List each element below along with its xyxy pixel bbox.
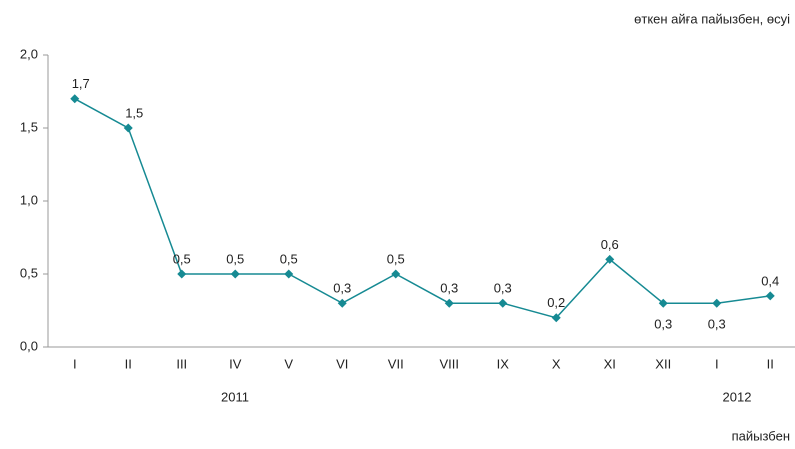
x-tick-label: X <box>552 356 561 371</box>
marker <box>765 291 775 301</box>
marker <box>177 269 187 279</box>
data-label: 0,3 <box>333 281 351 296</box>
marker <box>337 298 347 308</box>
year-label: 2011 <box>221 389 249 404</box>
marker <box>70 94 80 104</box>
x-tick-label: I <box>715 356 719 371</box>
data-label: 0,4 <box>761 273 779 288</box>
marker <box>284 269 294 279</box>
unit-note: пайызбен <box>732 428 790 443</box>
y-tick-label: 0,0 <box>20 338 38 353</box>
data-label: 0,2 <box>547 295 565 310</box>
x-tick-label: II <box>767 356 774 371</box>
data-label: 0,5 <box>226 251 244 266</box>
marker <box>391 269 401 279</box>
x-tick-label: IX <box>497 356 510 371</box>
data-label: 0,5 <box>280 251 298 266</box>
data-label: 0,3 <box>494 281 512 296</box>
x-tick-label: III <box>176 356 187 371</box>
marker <box>658 298 668 308</box>
data-label: 0,6 <box>601 237 619 252</box>
marker <box>230 269 240 279</box>
x-tick-label: IV <box>229 356 242 371</box>
x-tick-label: XII <box>655 356 671 371</box>
x-tick-label: VI <box>336 356 348 371</box>
x-tick-label: VIII <box>439 356 459 371</box>
x-tick-label: XI <box>604 356 616 371</box>
data-label: 0,3 <box>708 317 726 332</box>
marker <box>551 313 561 323</box>
line <box>74 98 771 319</box>
marker <box>605 254 615 264</box>
data-label: 0,3 <box>654 317 672 332</box>
y-tick-label: 1,0 <box>20 192 38 207</box>
data-label: 0,5 <box>387 251 405 266</box>
marker <box>498 298 508 308</box>
year-label: 2012 <box>723 389 752 404</box>
data-label: 1,7 <box>72 76 90 91</box>
y-tick-label: 2,0 <box>20 46 38 61</box>
y-tick-label: 1,5 <box>20 119 38 134</box>
x-tick-label: V <box>284 356 293 371</box>
x-tick-label: I <box>73 356 77 371</box>
y-tick-label: 0,5 <box>20 265 38 280</box>
x-tick-label: II <box>125 356 132 371</box>
data-label: 1,5 <box>125 105 143 120</box>
marker <box>123 123 133 133</box>
x-tick-label: VII <box>388 356 404 371</box>
axis-note: өткен айға пайызбен, өсуі <box>634 11 790 26</box>
marker <box>444 298 454 308</box>
marker <box>712 298 722 308</box>
data-label: 0,5 <box>173 251 191 266</box>
data-label: 0,3 <box>440 281 458 296</box>
